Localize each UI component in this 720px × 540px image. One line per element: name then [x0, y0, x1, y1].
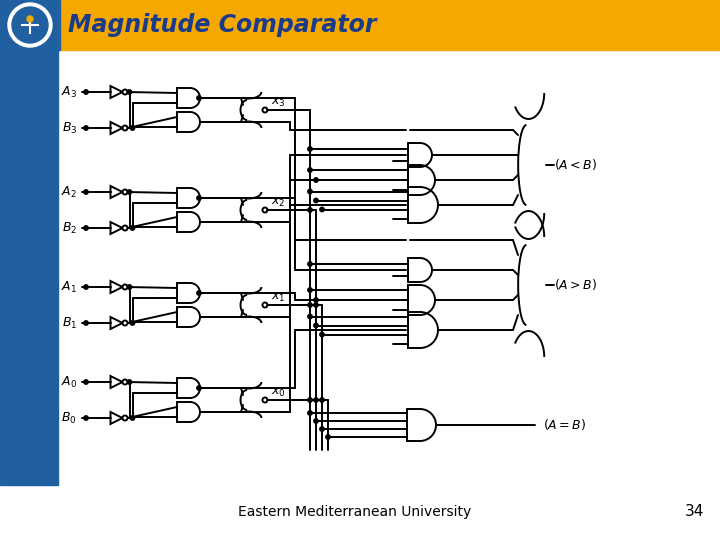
Bar: [0, 0, 720, 50]
Circle shape: [27, 16, 33, 22]
Text: $x_0$: $x_0$: [271, 386, 287, 399]
Circle shape: [308, 314, 312, 319]
Circle shape: [308, 168, 312, 172]
Circle shape: [320, 398, 324, 402]
Circle shape: [130, 126, 135, 130]
Circle shape: [308, 288, 312, 292]
Text: $(A<B)$: $(A<B)$: [554, 158, 597, 172]
Circle shape: [84, 321, 89, 325]
Text: $A_2$: $A_2$: [61, 185, 77, 200]
Bar: [0, 0, 60, 50]
Circle shape: [84, 285, 89, 289]
Text: 34: 34: [685, 504, 705, 519]
Circle shape: [314, 303, 318, 307]
Text: $x_2$: $x_2$: [271, 195, 286, 208]
Circle shape: [84, 416, 89, 420]
Circle shape: [197, 386, 201, 390]
Circle shape: [308, 147, 312, 151]
Text: Magnitude Comparator: Magnitude Comparator: [68, 13, 377, 37]
Circle shape: [130, 321, 135, 325]
Text: $x_1$: $x_1$: [271, 291, 286, 303]
Circle shape: [84, 126, 89, 130]
Circle shape: [130, 226, 135, 230]
Text: $(A>B)$: $(A>B)$: [554, 278, 597, 293]
Circle shape: [197, 96, 201, 100]
Text: Eastern Mediterranean University: Eastern Mediterranean University: [238, 505, 472, 519]
Circle shape: [84, 90, 89, 94]
Circle shape: [197, 196, 201, 200]
Circle shape: [314, 398, 318, 402]
Text: $A_3$: $A_3$: [61, 84, 77, 99]
Circle shape: [127, 190, 132, 194]
Circle shape: [84, 380, 89, 384]
Circle shape: [308, 190, 312, 194]
Text: $B_1$: $B_1$: [62, 315, 77, 330]
Circle shape: [308, 411, 312, 415]
Circle shape: [308, 262, 312, 266]
Circle shape: [314, 298, 318, 302]
Circle shape: [308, 398, 312, 402]
Circle shape: [314, 323, 318, 328]
Circle shape: [314, 178, 318, 182]
Text: $A_0$: $A_0$: [60, 374, 77, 389]
Circle shape: [320, 332, 324, 337]
Text: $B_2$: $B_2$: [62, 220, 77, 235]
Text: $x_3$: $x_3$: [271, 96, 286, 109]
Circle shape: [84, 226, 89, 230]
Text: $B_3$: $B_3$: [61, 120, 77, 136]
Circle shape: [320, 207, 324, 212]
Text: $B_0$: $B_0$: [61, 410, 77, 426]
Circle shape: [308, 208, 312, 212]
Text: $A_1$: $A_1$: [61, 280, 77, 294]
Circle shape: [127, 285, 132, 289]
Circle shape: [127, 380, 132, 384]
Circle shape: [8, 3, 52, 47]
Circle shape: [314, 419, 318, 423]
Circle shape: [130, 416, 135, 420]
Bar: [0, 50, 58, 485]
Circle shape: [320, 427, 324, 431]
Circle shape: [314, 198, 318, 202]
Circle shape: [325, 435, 330, 439]
Circle shape: [12, 7, 48, 43]
Circle shape: [308, 303, 312, 307]
Text: $(A=B)$: $(A=B)$: [543, 417, 586, 433]
Circle shape: [84, 190, 89, 194]
Circle shape: [197, 291, 201, 295]
Circle shape: [127, 90, 132, 94]
